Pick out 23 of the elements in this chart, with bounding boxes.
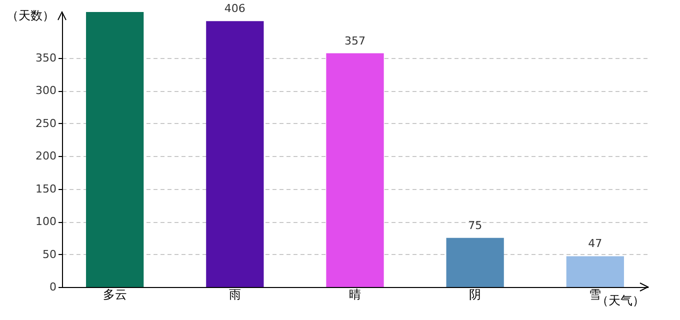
data-label: 406 bbox=[224, 2, 246, 16]
y-tick-label: 50 bbox=[42, 248, 56, 261]
y-tick-label: 250 bbox=[36, 116, 56, 130]
x-tick-label: 晴 bbox=[349, 288, 361, 302]
y-axis-title: （天数） bbox=[6, 8, 54, 22]
data-label: 357 bbox=[344, 34, 366, 48]
y-tick-label: 100 bbox=[36, 215, 56, 228]
y-tick-label: 0 bbox=[50, 280, 56, 294]
bar bbox=[86, 12, 144, 287]
data-label: 75 bbox=[468, 218, 482, 232]
x-tick-label: 多云 bbox=[102, 288, 127, 302]
data-label: 47 bbox=[588, 237, 602, 250]
y-tick-label: 150 bbox=[36, 182, 56, 196]
bar bbox=[206, 21, 264, 287]
y-tick-label: 350 bbox=[36, 51, 56, 64]
bar bbox=[566, 256, 624, 287]
bar bbox=[326, 53, 384, 287]
x-tick-label: 阴 bbox=[469, 288, 482, 302]
y-tick-label: 300 bbox=[36, 84, 56, 98]
x-tick-label: 雪 bbox=[589, 288, 602, 302]
x-tick-label: 雨 bbox=[228, 288, 241, 302]
bar bbox=[446, 238, 504, 287]
y-tick-label: 200 bbox=[36, 150, 56, 163]
